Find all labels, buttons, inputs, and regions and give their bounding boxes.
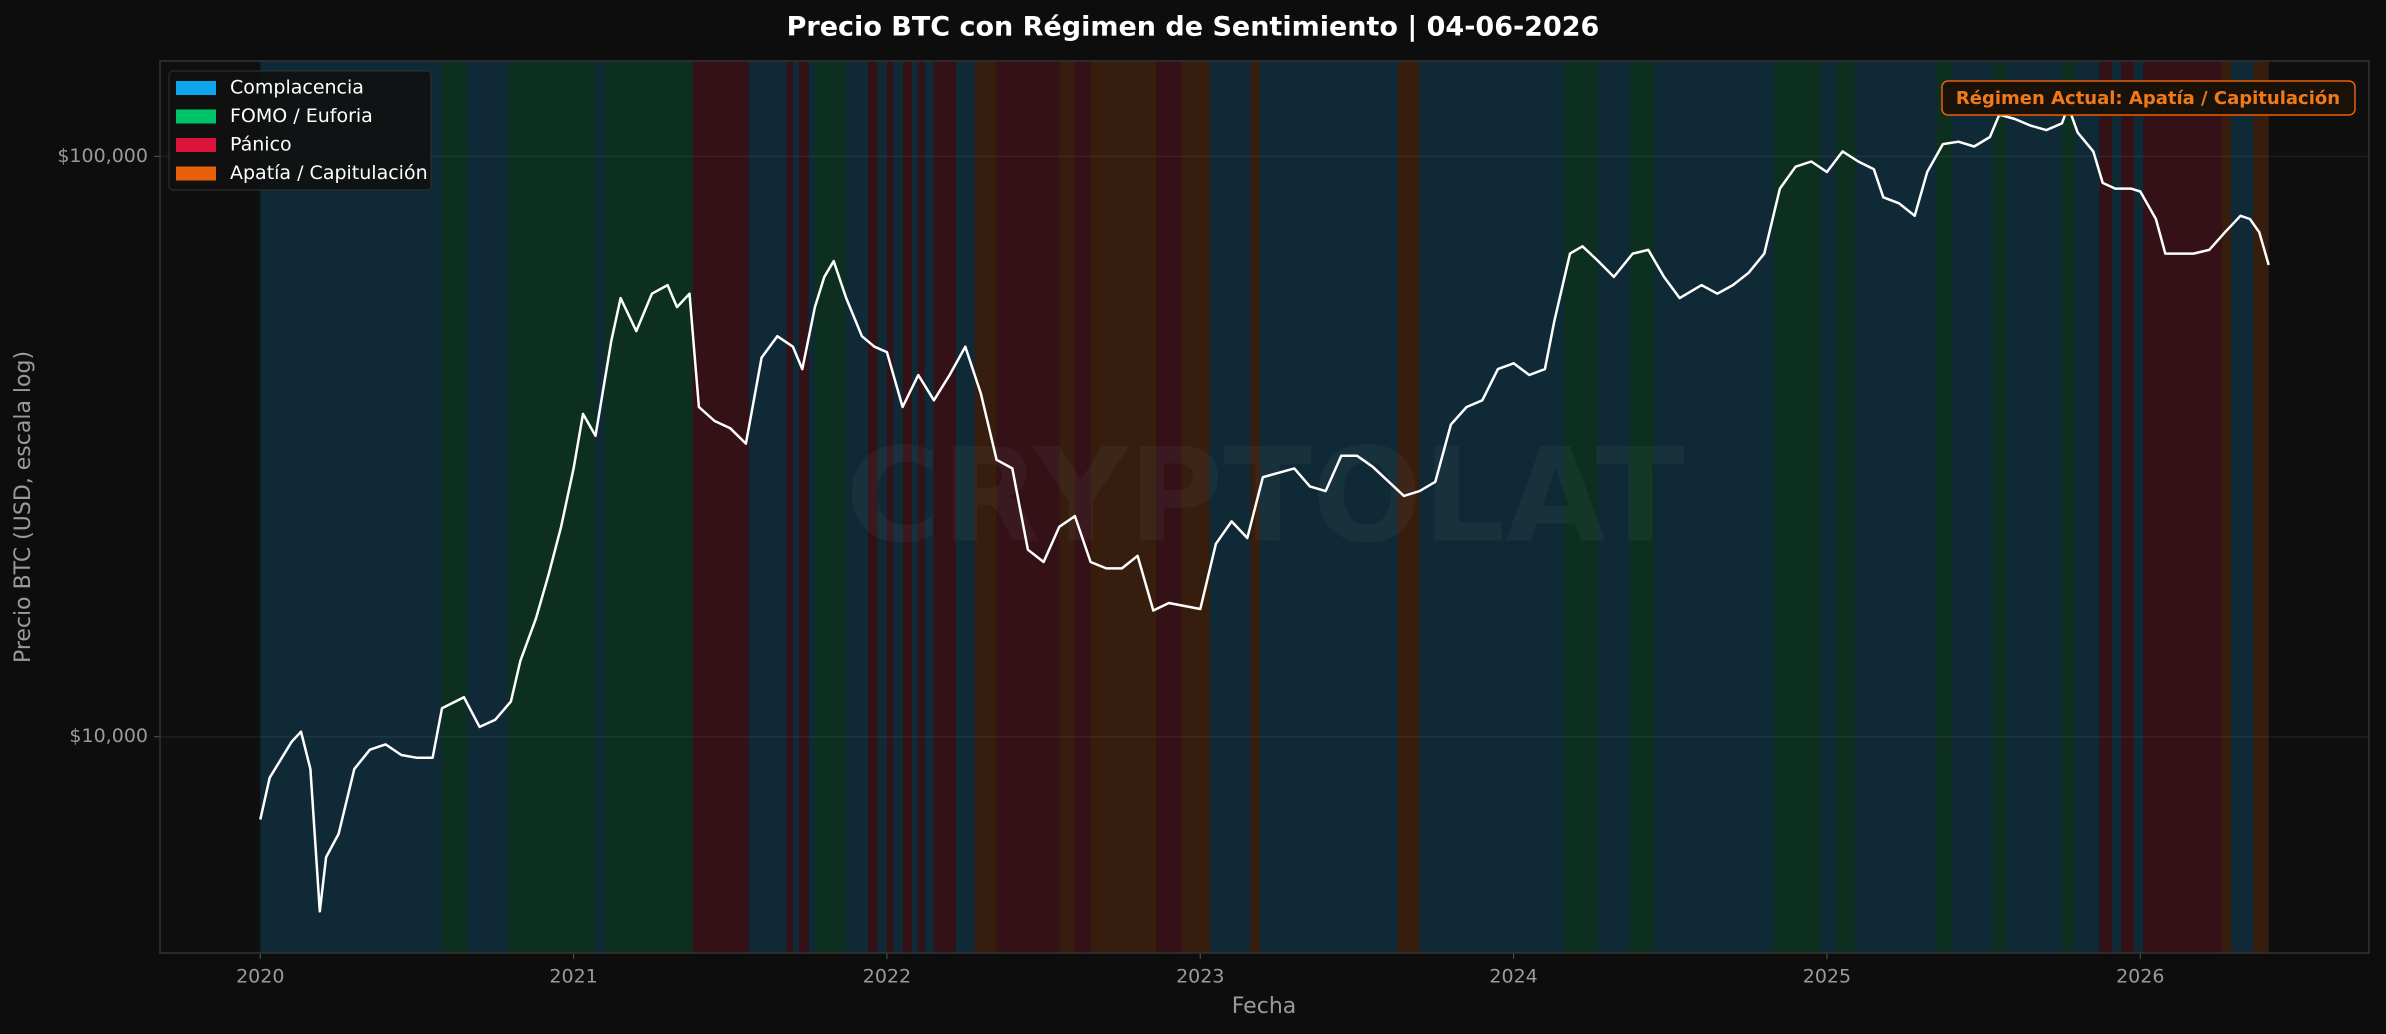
regime-band: [692, 61, 750, 953]
regime-band: [1259, 61, 1398, 953]
regime-band: [604, 61, 693, 953]
annotation: Régimen Actual: Apatía / Capitulación: [1956, 88, 2340, 109]
regime-band: [749, 61, 787, 953]
regime-band: [2231, 61, 2254, 953]
legend-label: FOMO / Euforia: [230, 105, 373, 127]
regime-band: [1952, 61, 1993, 953]
regime-band: [868, 61, 878, 953]
regime-band: [912, 61, 919, 953]
legend-label: Apatía / Capitulación: [230, 162, 428, 184]
regime-band: [893, 61, 903, 953]
legend-swatch: [176, 138, 216, 152]
regime-band: [2134, 61, 2144, 953]
regime-band: [1855, 61, 1937, 953]
legend-label: Complacencia: [230, 77, 364, 99]
regime-band: [1156, 61, 1182, 953]
regime-band: [924, 61, 934, 953]
y-tick-label: $100,000: [57, 145, 148, 167]
regime-band: [2121, 61, 2134, 953]
price-line: [259, 105, 2270, 913]
regime-band: [974, 61, 997, 953]
legend-swatch: [176, 81, 216, 95]
regime-band: [2221, 61, 2232, 953]
regime-band: [2099, 61, 2113, 953]
legend-box: [168, 70, 432, 191]
regime-band: [2074, 61, 2100, 953]
regime-band: [918, 61, 925, 953]
chart-title: Precio BTC con Régimen de Sentimiento | …: [787, 12, 1600, 43]
regime-band: [1419, 61, 1564, 953]
regime-band: [2143, 61, 2222, 953]
regime-band: [1836, 61, 1856, 953]
regime-band: [2112, 61, 2122, 953]
y-tick-label: $10,000: [69, 725, 148, 747]
regime-band: [902, 61, 912, 953]
legend-swatch: [176, 166, 216, 181]
regime-band: [786, 61, 793, 953]
x-tick-label: 2025: [1803, 966, 1851, 988]
regime-band: [1598, 61, 1630, 953]
regime-band: [996, 61, 1060, 953]
regime-band: [260, 61, 442, 953]
regime-band: [1936, 61, 1953, 953]
regime-band: [595, 61, 605, 953]
regime-band: [1090, 61, 1157, 953]
annotation-box: [1941, 80, 2356, 116]
regime-band: [1397, 61, 1420, 953]
plot-frame: [159, 60, 2370, 954]
regime-band: [442, 61, 468, 953]
regime-band: [1820, 61, 1837, 953]
regime-band: [1059, 61, 1075, 953]
regime-band: [933, 61, 956, 953]
regime-band: [886, 61, 894, 953]
x-tick-label: 2022: [863, 966, 911, 988]
regime-band: [846, 61, 869, 953]
plot-area: [160, 61, 2369, 953]
regime-band: [799, 61, 809, 953]
regime-band: [1074, 61, 1091, 953]
regime-band: [1563, 61, 1599, 953]
regime-band: [792, 61, 800, 953]
regime-band: [467, 61, 508, 953]
watermark: CRYPTOLAT: [845, 420, 1684, 572]
x-tick-label: 2020: [236, 966, 284, 988]
x-tick-label: 2026: [2116, 966, 2164, 988]
legend-swatch: [176, 109, 216, 124]
regime-band: [2061, 61, 2075, 953]
x-tick-label: 2024: [1489, 966, 1537, 988]
regime-band: [877, 61, 887, 953]
x-axis-label: Fecha: [1232, 994, 1297, 1019]
regime-band: [1209, 61, 1251, 953]
regime-band: [1993, 61, 2006, 953]
legend-label: Pánico: [230, 134, 292, 156]
regime-band: [1629, 61, 1655, 953]
x-tick-label: 2021: [549, 966, 597, 988]
regime-band: [1654, 61, 1774, 953]
regime-band: [1181, 61, 1210, 953]
regime-band: [955, 61, 975, 953]
regime-band: [507, 61, 596, 953]
x-tick-label: 2023: [1176, 966, 1224, 988]
regime-band: [2005, 61, 2062, 953]
regime-band: [808, 61, 815, 953]
regime-band: [814, 61, 847, 953]
regime-band: [1773, 61, 1821, 953]
y-axis-label: Precio BTC (USD, escala log): [11, 351, 36, 663]
regime-band: [2253, 61, 2269, 953]
